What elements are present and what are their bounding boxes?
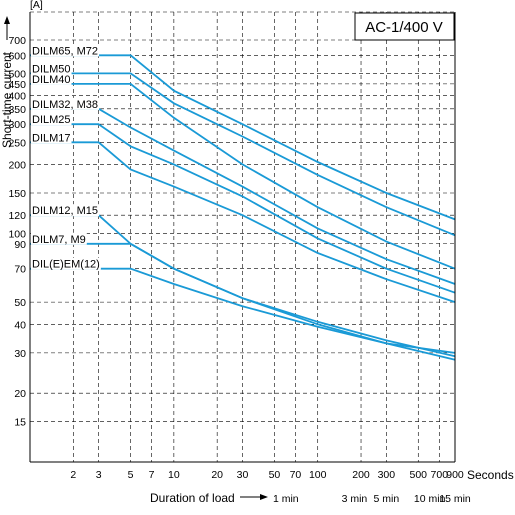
y-tick-label: 120 xyxy=(8,210,26,222)
series-label: DIL(E)EM(12) xyxy=(32,259,100,271)
y-tick-label: 40 xyxy=(14,319,26,331)
y-tick-label: 15 xyxy=(14,417,26,429)
series-line xyxy=(30,123,456,294)
labels-layer: 1520304050709010012015020025030035040045… xyxy=(0,0,514,505)
series-label-bg xyxy=(31,232,87,245)
time-label: 3 min xyxy=(342,493,368,505)
x-tick-label: 20 xyxy=(211,469,223,481)
y-tick-label: 30 xyxy=(14,348,26,360)
x-tick-label: 2 xyxy=(70,469,76,481)
y-tick-label: 250 xyxy=(8,137,26,149)
series-label: DILM50 xyxy=(32,63,71,75)
x-arrow-head-icon xyxy=(260,494,268,500)
y-tick-label: 50 xyxy=(14,297,26,309)
y-tick-label: 70 xyxy=(14,264,26,276)
y-tick-label: 500 xyxy=(8,68,26,80)
x-tick-label: 3 xyxy=(96,469,102,481)
y-tick-label: 90 xyxy=(14,239,26,251)
x-tick-label: 500 xyxy=(410,469,428,481)
series-label: DILM7, M9 xyxy=(32,234,86,246)
series-label: DILM65, M72 xyxy=(32,45,98,57)
x-tick-label: 200 xyxy=(352,469,370,481)
series-line xyxy=(30,107,456,285)
y-tick-label: 300 xyxy=(8,119,26,131)
x-tick-label: 700 xyxy=(431,469,449,481)
series-label-bg xyxy=(31,131,72,144)
series-label: DILM17 xyxy=(32,132,71,144)
series-line xyxy=(30,267,456,354)
series-label-bg xyxy=(31,204,100,217)
y-tick-label: 700 xyxy=(8,35,26,47)
x-tick-label: 100 xyxy=(309,469,327,481)
x-tick-label: 900 xyxy=(446,469,464,481)
y-tick-label: 450 xyxy=(8,79,26,91)
series-label-bg xyxy=(31,257,101,270)
x-tick-label: 300 xyxy=(378,469,396,481)
title-box xyxy=(354,12,455,41)
chart-title: AC-1/400 V xyxy=(365,19,443,36)
series-line xyxy=(30,83,456,270)
time-label: 5 min xyxy=(374,493,400,505)
y-tick-label: 200 xyxy=(8,159,26,171)
series-label-bg xyxy=(31,44,100,57)
series-line xyxy=(30,72,456,237)
x-tick-label: 5 xyxy=(128,469,134,481)
series-label: DILM32, M38 xyxy=(32,99,98,111)
series-line xyxy=(30,242,456,358)
y-axis-label: Short-time current xyxy=(0,51,14,148)
y-tick-label: 350 xyxy=(8,104,26,116)
y-tick-label: 100 xyxy=(8,228,26,240)
x-tick-label: 50 xyxy=(269,469,281,481)
x-tick-label: 70 xyxy=(290,469,302,481)
series-label-bg xyxy=(31,62,72,75)
series-label-bg xyxy=(31,72,72,85)
y-unit-label: [A] xyxy=(30,0,43,11)
time-label: 1 min xyxy=(273,493,299,505)
y-tick-label: 600 xyxy=(8,50,26,62)
x-unit-label: Seconds xyxy=(467,468,514,482)
plot-frame xyxy=(29,11,456,463)
series-label-bg xyxy=(31,113,72,126)
grid-lines xyxy=(30,12,456,462)
series-label-bg xyxy=(31,97,100,110)
series-label: DILM40 xyxy=(32,74,71,86)
series-lines xyxy=(30,54,456,361)
x-tick-label: 30 xyxy=(237,469,249,481)
x-tick-label: 10 xyxy=(168,469,180,481)
series-line xyxy=(30,54,456,221)
y-tick-label: 150 xyxy=(8,188,26,200)
series-label: DILM12, M15 xyxy=(32,205,98,217)
x-axis-label: Duration of load xyxy=(150,491,235,505)
y-tick-label: 20 xyxy=(14,388,26,400)
time-label: 10 min xyxy=(414,493,446,505)
time-label: 15 min xyxy=(439,493,471,505)
y-tick-label: 400 xyxy=(8,91,26,103)
series-line xyxy=(30,141,456,303)
x-tick-label: 7 xyxy=(149,469,155,481)
y-arrow-head-icon xyxy=(4,16,10,24)
series-label: DILM25 xyxy=(32,114,71,126)
